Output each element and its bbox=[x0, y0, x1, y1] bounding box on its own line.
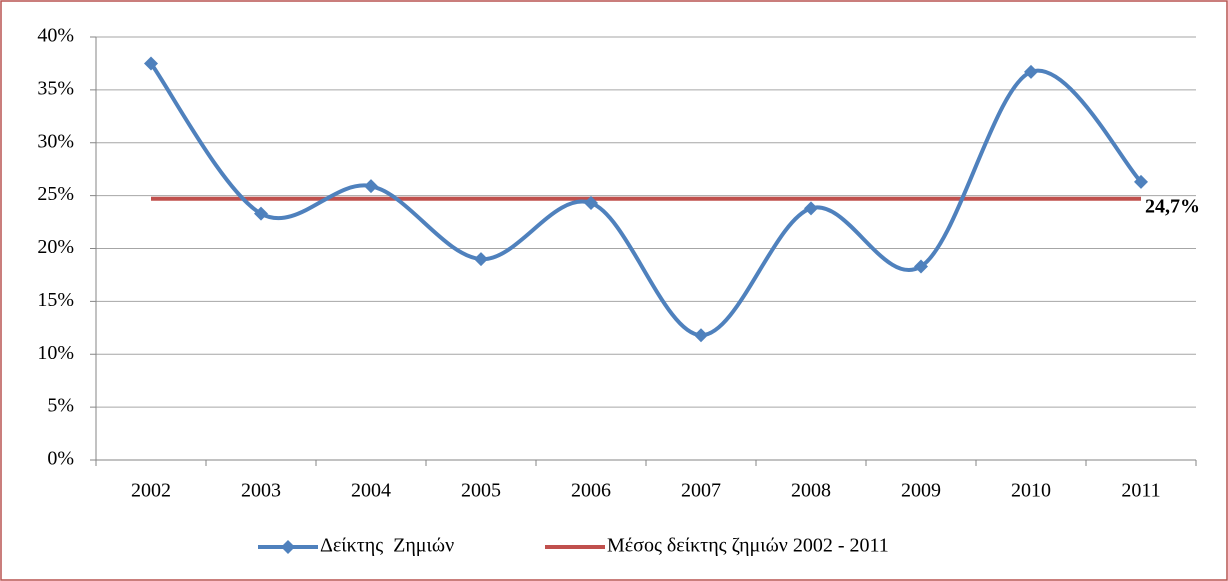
marker bbox=[1134, 174, 1148, 189]
marker bbox=[144, 56, 158, 71]
x-tick-label: 2005 bbox=[461, 480, 501, 502]
x-tick-label: 2006 bbox=[571, 480, 611, 502]
y-tick-label: 10% bbox=[37, 342, 74, 364]
marker bbox=[584, 196, 598, 211]
x-tick-label: 2009 bbox=[901, 480, 941, 502]
x-tick-label: 2011 bbox=[1121, 480, 1160, 502]
y-tick-label: 15% bbox=[37, 289, 74, 311]
y-tick-label: 35% bbox=[37, 77, 74, 99]
x-tick-label: 2007 bbox=[681, 480, 721, 502]
series-line bbox=[149, 62, 1143, 338]
data-label: 24,7% bbox=[1145, 195, 1200, 217]
legend-marker bbox=[281, 540, 295, 554]
legend-label: Δείκτης Ζημιών bbox=[320, 535, 454, 557]
y-tick-label: 25% bbox=[37, 183, 74, 205]
marker bbox=[364, 179, 378, 194]
y-tick-label: 5% bbox=[47, 395, 74, 417]
y-tick-label: 30% bbox=[37, 130, 74, 152]
x-tick-label: 2004 bbox=[351, 480, 391, 502]
x-tick-label: 2002 bbox=[131, 480, 171, 502]
x-tick-label: 2008 bbox=[791, 480, 831, 502]
marker bbox=[804, 201, 818, 216]
y-tick-label: 40% bbox=[37, 25, 74, 47]
x-tick-label: 2010 bbox=[1011, 480, 1051, 502]
marker bbox=[254, 206, 268, 221]
marker bbox=[914, 259, 928, 274]
marker bbox=[474, 252, 488, 267]
y-tick-label: 0% bbox=[47, 448, 74, 470]
y-tick-label: 20% bbox=[37, 236, 74, 258]
marker bbox=[1024, 64, 1038, 79]
x-tick-label: 2003 bbox=[241, 480, 281, 502]
marker bbox=[694, 328, 708, 343]
legend-label: Μέσος δείκτης ζημιών 2002 - 2011 bbox=[607, 535, 889, 557]
